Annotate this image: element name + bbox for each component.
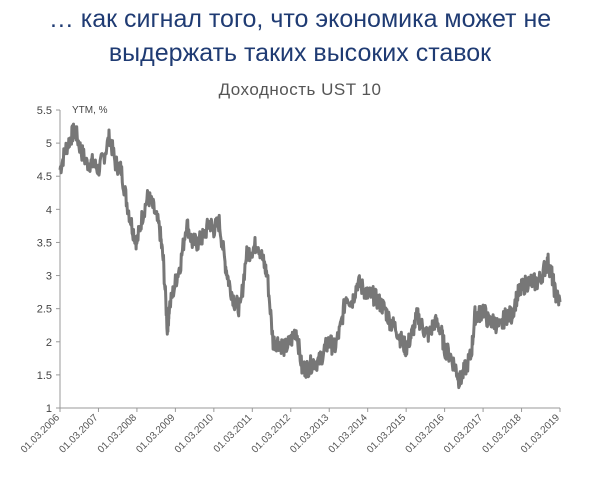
- x-tick-label: 01.03.2017: [442, 412, 485, 455]
- y-tick-label: 5: [46, 138, 52, 150]
- y-tick-label: 1.5: [37, 370, 52, 382]
- y-tick-label: 3.5: [37, 237, 52, 249]
- x-tick-label: 01.03.2010: [173, 412, 216, 455]
- x-tick-label: 01.03.2016: [404, 412, 447, 455]
- y-tick-label: 2: [46, 337, 52, 349]
- x-tick-label: 01.03.2013: [288, 412, 331, 455]
- x-tick-label: 01.03.2009: [134, 412, 177, 455]
- y-tick-label: 2.5: [37, 304, 52, 316]
- x-tick-labels: 01.03.200601.03.200701.03.200801.03.2009…: [19, 412, 562, 455]
- x-tick-label: 01.03.2015: [365, 412, 408, 455]
- y-axis-label: YTM, %: [72, 105, 108, 116]
- chart-axes: [56, 109, 561, 412]
- y-tick-label: 4: [46, 204, 52, 216]
- y-tick-label: 3: [46, 271, 52, 283]
- x-tick-label: 01.03.2018: [480, 412, 523, 455]
- headline-line-1: … как сигнал того, что экономика может н…: [48, 5, 552, 33]
- x-tick-label: 01.03.2019: [519, 412, 562, 455]
- y-tick-label: 1: [46, 403, 52, 415]
- x-tick-label: 01.03.2006: [19, 412, 62, 455]
- x-tick-label: 01.03.2011: [212, 412, 255, 455]
- series-line: [58, 122, 562, 390]
- y-tick-label: 5.5: [37, 105, 52, 117]
- y-tick-labels: 1 1.5 2 2.5 3 3.5 4 4.5 5 5.5: [37, 105, 52, 415]
- y-tick-label: 4.5: [37, 171, 52, 183]
- headline-line-2: выдержать таких высоких ставок: [108, 39, 492, 67]
- x-tick-label: 01.03.2012: [250, 412, 293, 455]
- x-tick-label: 01.03.2007: [57, 412, 100, 455]
- x-tick-label: 01.03.2014: [327, 412, 370, 455]
- x-tick-label: 01.03.2008: [96, 412, 139, 455]
- chart-title: Доходность UST 10: [218, 80, 382, 99]
